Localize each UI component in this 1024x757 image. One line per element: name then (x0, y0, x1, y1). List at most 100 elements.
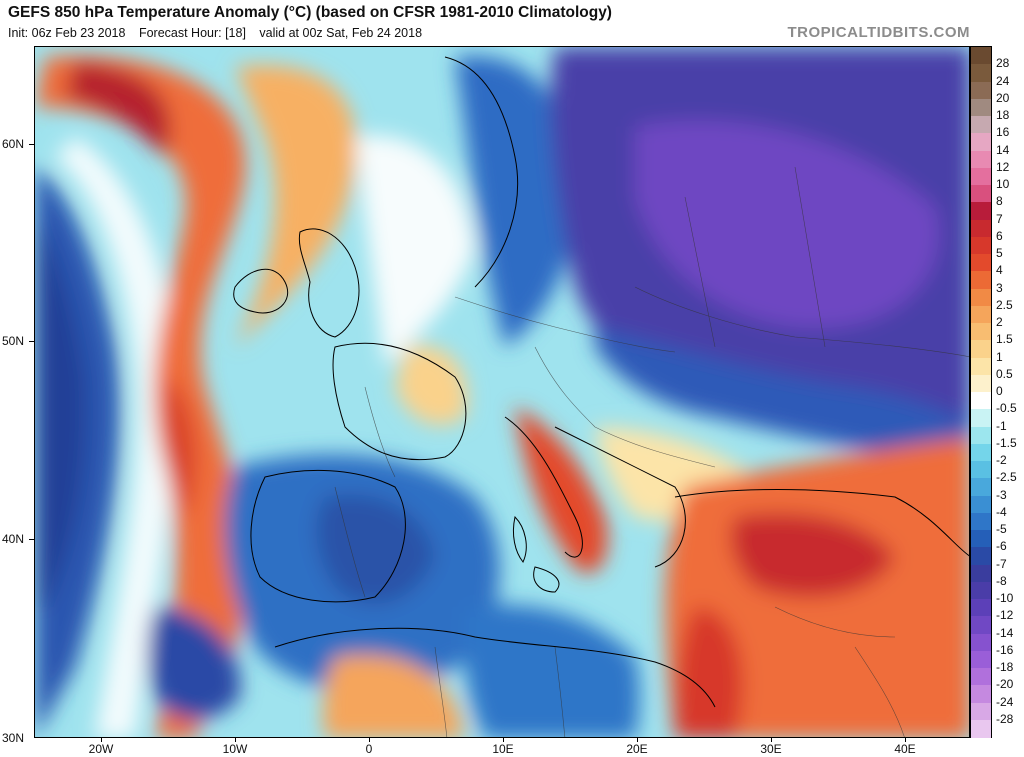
colorbar-swatch (971, 185, 991, 203)
site-watermark: TROPICALTIDBITS.COM (787, 24, 970, 41)
colorbar-label: 6 (996, 228, 1003, 243)
lon-label-40e: 40E (894, 742, 916, 756)
lon-label-30e: 30E (760, 742, 782, 756)
colorbar-label: 7 (996, 211, 1003, 226)
forecast-hour: Forecast Hour: [18] (138, 26, 246, 40)
lon-label-20e: 20E (626, 742, 648, 756)
colorbar-swatch (971, 340, 991, 358)
colorbar-swatch (971, 495, 991, 514)
lon-label-10e: 10E (492, 742, 514, 756)
colorbar-label: -10 (996, 591, 1014, 605)
map-title: GEFS 850 hPa Temperature Anomaly (°C) (b… (8, 4, 612, 21)
colorbar-label: -14 (996, 625, 1014, 640)
colorbar-swatch (971, 219, 991, 238)
lon-tick (905, 738, 906, 742)
colorbar-swatch (971, 581, 991, 600)
lat-tick (29, 144, 34, 145)
colorbar-swatch (971, 599, 991, 617)
colorbar-swatch (971, 478, 991, 496)
lat-label-40n: 40N (2, 532, 25, 546)
colorbar-label: -5 (996, 522, 1007, 536)
colorbar-swatch-top (971, 47, 991, 65)
colorbar-swatch (971, 650, 991, 669)
colorbar-swatch (971, 616, 991, 634)
colorbar-swatch (971, 81, 991, 100)
colorbar-label: -1 (996, 418, 1007, 433)
colorbar-label: -6 (996, 539, 1007, 554)
colorbar-label: 24 (996, 73, 1010, 88)
colorbar-swatch (971, 564, 991, 583)
colorbar-label: 4 (996, 263, 1003, 278)
colorbar (970, 46, 992, 738)
map-canvas (35, 47, 969, 737)
colorbar-label: 5 (996, 246, 1003, 260)
colorbar-swatch (971, 719, 991, 738)
colorbar-swatch (971, 374, 991, 393)
colorbar-swatch (971, 150, 991, 169)
colorbar-label: -7 (996, 556, 1007, 571)
lat-label-30n: 30N (2, 731, 25, 745)
colorbar-label: -1.5 (996, 435, 1017, 450)
colorbar-swatch (971, 98, 991, 117)
colorbar-label: 2.5 (996, 297, 1013, 312)
colorbar-label: -2.5 (996, 470, 1017, 485)
colorbar-swatch (971, 357, 991, 376)
colorbar-label: 1 (996, 349, 1003, 364)
colorbar-label: -24 (996, 694, 1014, 709)
colorbar-label: -18 (996, 660, 1014, 674)
colorbar-swatch (971, 547, 991, 565)
colorbar-label: 20 (996, 90, 1010, 105)
valid-time: valid at 00z Sat, Feb 24 2018 (259, 26, 423, 40)
lat-label-50n: 50N (2, 334, 25, 348)
colorbar-swatch (971, 530, 991, 548)
country-borders (334, 166, 969, 737)
colorbar-swatch (971, 426, 991, 445)
colorbar-label: -3 (996, 487, 1007, 502)
colorbar-label: -0.5 (996, 401, 1017, 416)
colorbar-label: 3 (996, 280, 1003, 295)
colorbar-swatch (971, 443, 991, 462)
colorbar-label: -28 (996, 711, 1014, 726)
colorbar-swatch (971, 236, 991, 255)
lon-tick (637, 738, 638, 742)
lon-label-10w: 10W (222, 742, 248, 756)
colorbar-swatch (971, 271, 991, 289)
lon-tick (503, 738, 504, 742)
colorbar-swatch (971, 288, 991, 307)
anomaly-map (34, 46, 970, 738)
lon-tick (369, 738, 370, 742)
colorbar-label: 0.5 (996, 366, 1013, 381)
colorbar-swatch (971, 64, 991, 82)
colorbar-swatch (971, 512, 991, 531)
colorbar-label: 12 (996, 159, 1010, 174)
colorbar-swatch (971, 254, 991, 272)
lon-tick (771, 738, 772, 742)
lat-label-60n: 60N (2, 137, 25, 151)
colorbar-swatch (971, 133, 991, 151)
colorbar-label: 8 (996, 194, 1003, 209)
colorbar-swatch (971, 409, 991, 427)
colorbar-label: 28 (996, 56, 1010, 71)
lon-label-0: 0 (365, 742, 373, 756)
colorbar-label: -2 (996, 453, 1007, 467)
colorbar-label: 1.5 (996, 332, 1013, 347)
colorbar-swatch (971, 461, 991, 479)
colorbar-label: -16 (996, 642, 1014, 657)
colorbar-swatch (971, 685, 991, 703)
colorbar-swatch (971, 702, 991, 721)
colorbar-label: 18 (996, 108, 1010, 122)
colorbar-swatch (971, 167, 991, 186)
coastlines (233, 56, 969, 708)
colorbar-label: 14 (996, 142, 1010, 157)
forecast-info: Init: 06z Feb 23 2018 Forecast Hour: [18… (8, 26, 432, 40)
lon-tick (235, 738, 236, 742)
colorbar-label: 10 (996, 177, 1010, 191)
colorbar-label: -20 (996, 677, 1014, 692)
colorbar-swatch (971, 323, 991, 341)
init-time: Init: 06z Feb 23 2018 (8, 26, 126, 40)
colorbar-swatch (971, 668, 991, 686)
colorbar-label: 2 (996, 315, 1003, 329)
colorbar-swatch (971, 116, 991, 134)
colorbar-swatch (971, 392, 991, 410)
lon-label-20w: 20W (88, 742, 114, 756)
